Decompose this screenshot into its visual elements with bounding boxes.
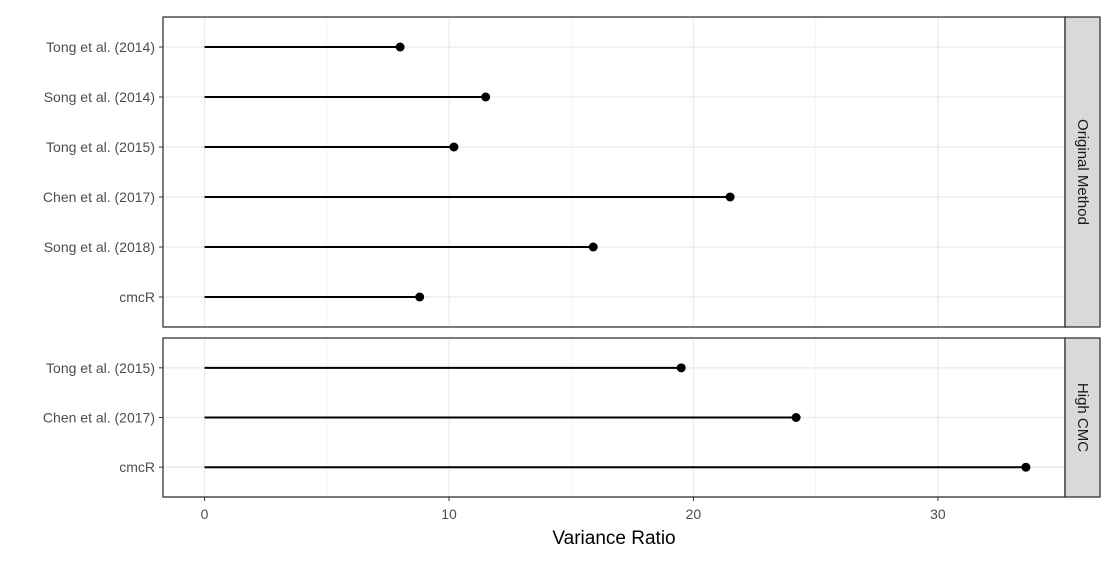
- lollipop-point: [415, 292, 425, 302]
- grid-layer: [163, 17, 1065, 497]
- lollipop-point: [588, 242, 598, 252]
- y-tick-label: Tong et al. (2014): [46, 39, 155, 55]
- lollipop-point: [449, 142, 459, 152]
- marks-layer: [204, 42, 1031, 472]
- x-tick-label: 0: [201, 506, 209, 522]
- lollipop-point: [725, 192, 735, 202]
- y-tick-label: cmcR: [119, 289, 155, 305]
- y-tick-label: Chen et al. (2017): [43, 189, 155, 205]
- lollipop-point: [791, 413, 801, 422]
- y-tick-label: Song et al. (2018): [44, 239, 155, 255]
- panel-border: [162, 16, 1066, 328]
- facet-strip-label: Original Method: [1074, 119, 1091, 225]
- y-tick-label: Chen et al. (2017): [43, 410, 155, 426]
- panel-frames: [162, 16, 1101, 498]
- y-tick-label: cmcR: [119, 459, 155, 475]
- lollipop-point: [481, 92, 491, 102]
- x-tick-label: 20: [686, 506, 702, 522]
- x-tick-label: 10: [441, 506, 457, 522]
- lollipop-point: [676, 363, 686, 373]
- facet-strip-label: High CMC: [1074, 383, 1091, 452]
- facet-strip: [1064, 337, 1101, 498]
- y-tick-label: Song et al. (2014): [44, 89, 155, 105]
- x-axis-title: Variance Ratio: [552, 528, 675, 549]
- lollipop-point: [395, 42, 405, 52]
- y-tick-label: Tong et al. (2015): [46, 139, 155, 155]
- lollipop-point: [1021, 462, 1031, 472]
- facet-strip: [1064, 16, 1101, 328]
- y-tick-label: Tong et al. (2015): [46, 360, 155, 376]
- x-tick-label: 30: [930, 506, 946, 522]
- labels-layer: Tong et al. (2014) Song et al. (2014) Tong…: [43, 39, 1091, 522]
